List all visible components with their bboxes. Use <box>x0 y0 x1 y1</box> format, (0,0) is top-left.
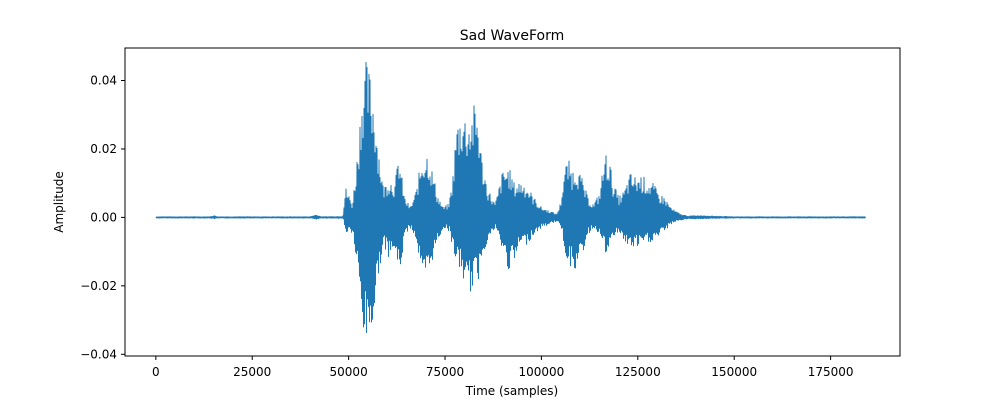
x-tick-label: 175000 <box>808 365 854 379</box>
waveform-series-line <box>155 61 866 334</box>
y-axis-ticks: −0.04 −0.02 0.00 0.02 0.04 <box>80 74 125 361</box>
plot-frame <box>124 47 901 357</box>
y-tick-label: −0.02 <box>80 279 117 293</box>
x-tick-label: 100000 <box>519 365 565 379</box>
y-tick-label: 0.02 <box>90 142 117 156</box>
y-tick-label: 0.04 <box>90 74 117 88</box>
x-tick-label: 125000 <box>615 365 661 379</box>
x-axis-label: Time (samples) <box>465 384 558 398</box>
y-tick-label: 0.00 <box>90 210 117 224</box>
x-tick-label: 25000 <box>233 365 271 379</box>
x-axis-ticks: 0 25000 50000 75000 100000 125000 150000 175000 <box>152 356 854 379</box>
x-tick-label: 0 <box>152 365 160 379</box>
y-axis-label: Amplitude <box>52 171 66 233</box>
x-tick-label: 150000 <box>711 365 757 379</box>
x-tick-label: 50000 <box>330 365 368 379</box>
plot-area <box>124 47 901 357</box>
chart-title: Sad WaveForm <box>460 28 565 44</box>
x-tick-label: 75000 <box>426 365 464 379</box>
y-tick-label: −0.04 <box>80 347 117 361</box>
